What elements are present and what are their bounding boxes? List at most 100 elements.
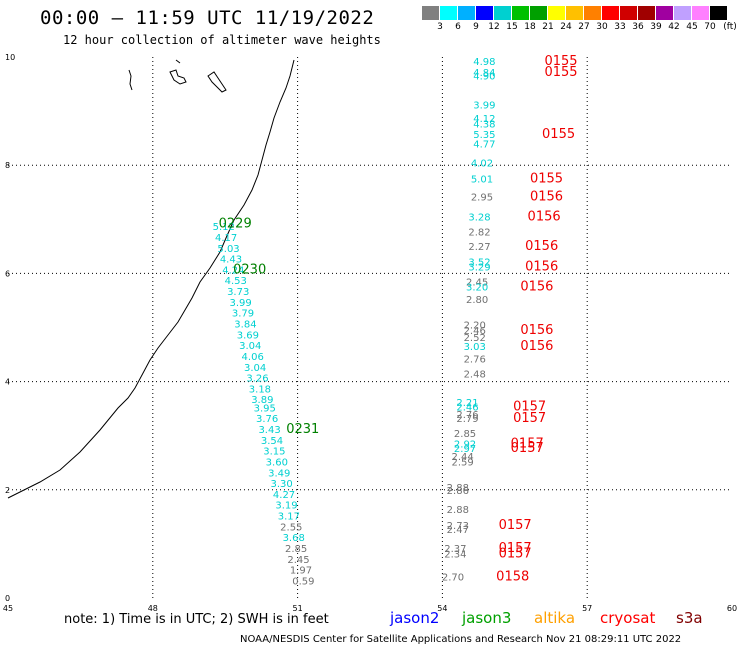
swh-value: 2.97 (454, 444, 476, 455)
swh-value: 2.37 (444, 544, 466, 555)
swh-value: 3.84 (234, 320, 256, 331)
x-tick-label: 57 (582, 604, 592, 613)
swh-value: 3.03 (464, 342, 486, 353)
swh-value: 3.15 (263, 447, 285, 458)
swh-value: 2.92 (454, 440, 476, 451)
swh-value: 4.17 (215, 233, 237, 244)
legend-swatch (656, 6, 674, 20)
swh-value: 2.79 (456, 414, 478, 425)
swh-value: 3.19 (275, 501, 297, 512)
legend-swatch (422, 6, 440, 20)
island-path (169, 69, 187, 85)
swh-value: 4.77 (473, 139, 495, 150)
legend-swatch (458, 6, 476, 20)
swh-value: 2.59 (452, 457, 474, 468)
pass-time: 0157 (499, 546, 532, 561)
y-tick-label: 2 (5, 486, 10, 495)
swh-value: 3.73 (227, 287, 249, 298)
swh-value: 2.95 (471, 192, 493, 203)
island-path (207, 71, 227, 93)
coastline (7, 59, 295, 499)
legend-label: 30 (596, 22, 608, 32)
swh-value: 3.04 (239, 341, 261, 352)
swh-value: 4.84 (473, 68, 495, 79)
pass-time: 0157 (511, 437, 544, 452)
swh-value: 5.03 (217, 244, 239, 255)
pass-time: 0157 (513, 411, 546, 426)
footer-note: note: 1) Time is in UTC; 2) SWH is in fe… (64, 612, 329, 627)
swh-value: 3.26 (246, 374, 268, 385)
legend-swatch (566, 6, 584, 20)
legend-swatch (674, 6, 692, 20)
swh-value: 2.85 (454, 429, 476, 440)
swh-value: 3.76 (256, 414, 278, 425)
legend-label: 33 (614, 22, 626, 32)
swh-value: 2.47 (447, 525, 469, 536)
color-scale-legend (422, 6, 728, 20)
swh-value: 5.01 (471, 175, 493, 186)
pass-time: 0157 (513, 399, 546, 414)
swh-value: 1.97 (290, 566, 312, 577)
swh-value: 3.99 (473, 100, 495, 111)
swh-value: 0.59 (292, 576, 314, 587)
swh-value: 3.43 (258, 425, 280, 436)
swh-value: 3.49 (268, 468, 290, 479)
y-tick-label: 4 (5, 378, 10, 387)
mission-cryosat: cryosat (600, 609, 656, 627)
pass-time: 0229 (219, 216, 252, 231)
legend-label: 6 (455, 22, 461, 32)
legend-label: 70 (704, 22, 716, 32)
swh-value: 2.27 (468, 242, 490, 253)
pass-time: 0157 (511, 441, 544, 456)
swh-value: 2.20 (464, 321, 486, 332)
swh-value: 2.76 (456, 410, 478, 421)
legend-label: 18 (524, 22, 536, 32)
pass-time: 0231 (286, 422, 319, 437)
legend-label: (ft) (723, 22, 737, 32)
swh-value: 4.43 (220, 255, 242, 266)
credit-line: NOAA/NESDIS Center for Satellite Applica… (240, 634, 682, 645)
legend-swatch (620, 6, 638, 20)
swh-value: 5.12 (213, 222, 235, 233)
mission-s3a: s3a (676, 609, 703, 627)
legend-swatch (638, 6, 656, 20)
swh-value: 3.95 (254, 403, 276, 414)
pass-time: 0157 (499, 541, 532, 556)
island-path (175, 59, 181, 64)
swh-value: 3.52 (468, 257, 490, 268)
map-grid: 45 48 51 54 57 60 0 2 4 6 8 10 (3, 53, 737, 613)
x-tick-label: 51 (293, 604, 303, 613)
swh-value: 4.24 (222, 265, 244, 276)
swh-value: 3.89 (251, 395, 273, 406)
wave-height-labels: 5.124.175.034.434.244.533.73 3.99 3.793.84… (213, 57, 496, 587)
y-tick-label: 6 (5, 269, 10, 278)
legend-label: 39 (650, 22, 662, 32)
swh-value: 4.53 (225, 276, 247, 287)
legend-swatch (602, 6, 620, 20)
pass-time: 0230 (233, 262, 266, 277)
legend-label: 21 (542, 22, 554, 32)
pass-time: 0156 (520, 339, 553, 354)
legend-swatch (584, 6, 602, 20)
legend-swatch (530, 6, 548, 20)
swh-value: 3.30 (271, 479, 293, 490)
swh-value: 2.80 (466, 295, 488, 306)
swh-value: 2.86 (447, 486, 469, 497)
coastline-path (7, 59, 295, 499)
swh-value: 4.90 (473, 72, 495, 83)
pass-time-labels: 0229023002310155015501550155015601560156… (219, 54, 578, 585)
pass-time: 0156 (525, 260, 558, 275)
swh-value: 3.79 (232, 309, 254, 320)
legend-swatch (692, 6, 710, 20)
pass-time: 0157 (499, 518, 532, 533)
swh-value: 2.73 (447, 521, 469, 532)
swh-value: 2.21 (456, 398, 478, 409)
swh-value: 3.18 (249, 384, 271, 395)
swh-value: 3.28 (468, 212, 490, 223)
swh-value: 2.45 (466, 277, 488, 288)
legend-swatch (476, 6, 494, 20)
swh-value: 3.69 (237, 330, 259, 341)
legend-label: 3 (437, 22, 443, 32)
